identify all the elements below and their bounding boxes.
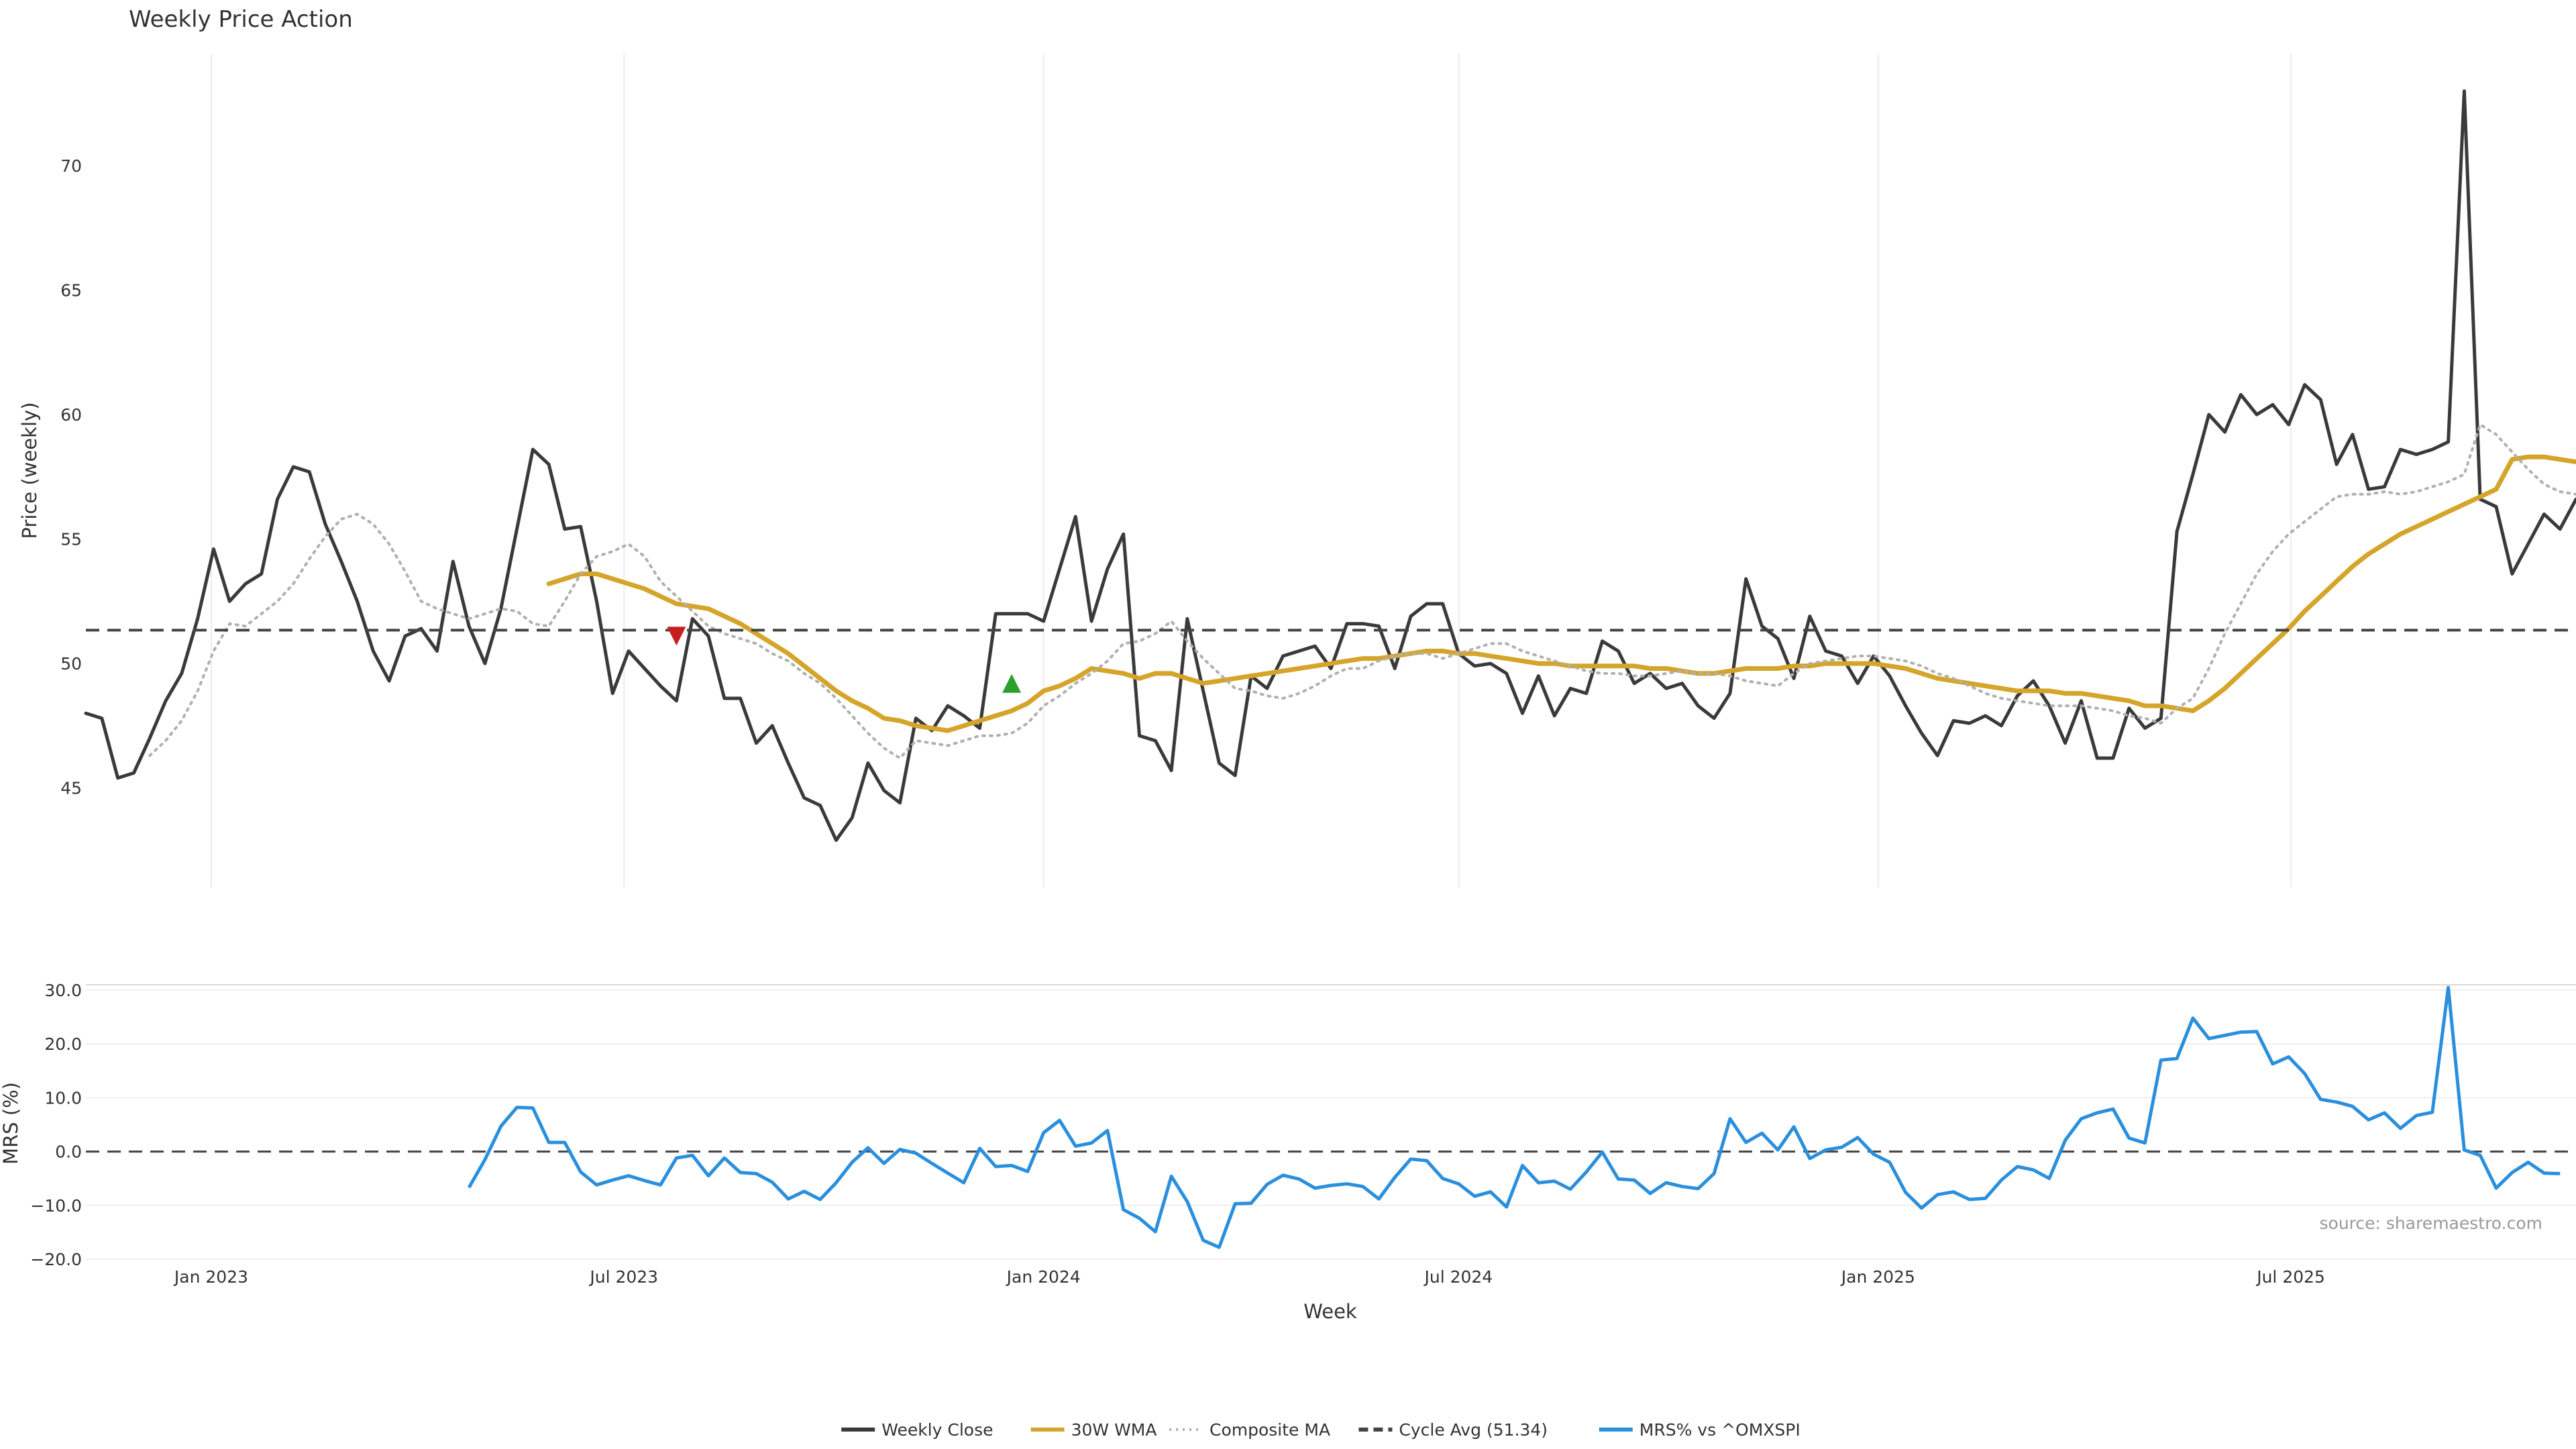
price-gridlines [210, 54, 2292, 888]
source-note: source: sharemaestro.com [2320, 1214, 2543, 1233]
price-y-ticks: 45 50 55 60 65 70 [60, 156, 82, 798]
legend-label: Weekly Close [881, 1420, 993, 1440]
mrs-line [467, 985, 2561, 1249]
x-tick-label: Jan 2024 [1006, 1267, 1081, 1287]
mrs-y-axis-label: MRS (%) [0, 1082, 22, 1165]
price-y-tick-label: 60 [60, 405, 82, 425]
chart-title: Weekly Price Action [129, 6, 353, 33]
x-tick-label: Jul 2023 [588, 1267, 658, 1287]
signal-markers [667, 627, 1022, 693]
price-y-tick-label: 50 [60, 654, 82, 674]
sell-signal-marker [667, 627, 686, 646]
x-tick-label: Jan 2023 [173, 1267, 248, 1287]
composite-ma-line [148, 423, 2576, 760]
price-y-tick-label: 55 [60, 530, 82, 549]
x-axis-ticks: Jan 2023 Jul 2023 Jan 2024 Jul 2024 Jan 2025… [173, 1267, 2325, 1287]
wma-30w-line [546, 454, 2576, 733]
price-y-tick-label: 70 [60, 156, 82, 176]
price-y-tick-label: 45 [60, 779, 82, 798]
mrs-y-tick-label: 10.0 [44, 1088, 82, 1108]
buy-signal-marker [1002, 674, 1022, 693]
x-axis-label: Week [1303, 1300, 1357, 1323]
mrs-gridlines [86, 984, 2576, 1260]
price-series-group [84, 89, 2576, 842]
weekly-close-line [84, 89, 2576, 842]
price-y-tick-label: 65 [60, 280, 82, 300]
x-tick-label: Jul 2025 [2255, 1267, 2325, 1287]
mrs-y-tick-label: 0.0 [55, 1142, 82, 1162]
x-tick-label: Jan 2025 [1840, 1267, 1915, 1287]
legend-label: Cycle Avg (51.34) [1399, 1420, 1548, 1440]
mrs-y-tick-label: 30.0 [44, 981, 82, 1000]
mrs-y-tick-label: 20.0 [44, 1034, 82, 1054]
price-y-axis-label: Price (weekly) [18, 402, 41, 539]
mrs-y-ticks: −20.0 −10.0 0.0 10.0 20.0 30.0 [30, 981, 82, 1269]
legend-label: Composite MA [1210, 1420, 1330, 1440]
x-tick-label: Jul 2024 [1423, 1267, 1493, 1287]
mrs-y-tick-label: −10.0 [30, 1196, 82, 1216]
mrs-series-group [467, 985, 2561, 1249]
mrs-y-tick-label: −20.0 [30, 1250, 82, 1269]
legend-label: 30W WMA [1071, 1420, 1157, 1440]
legend-label: MRS% vs ^OMXSPI [1640, 1420, 1801, 1440]
chart-legend: Weekly Close 30W WMA Composite MA Cycle Avg… [841, 1420, 1801, 1440]
